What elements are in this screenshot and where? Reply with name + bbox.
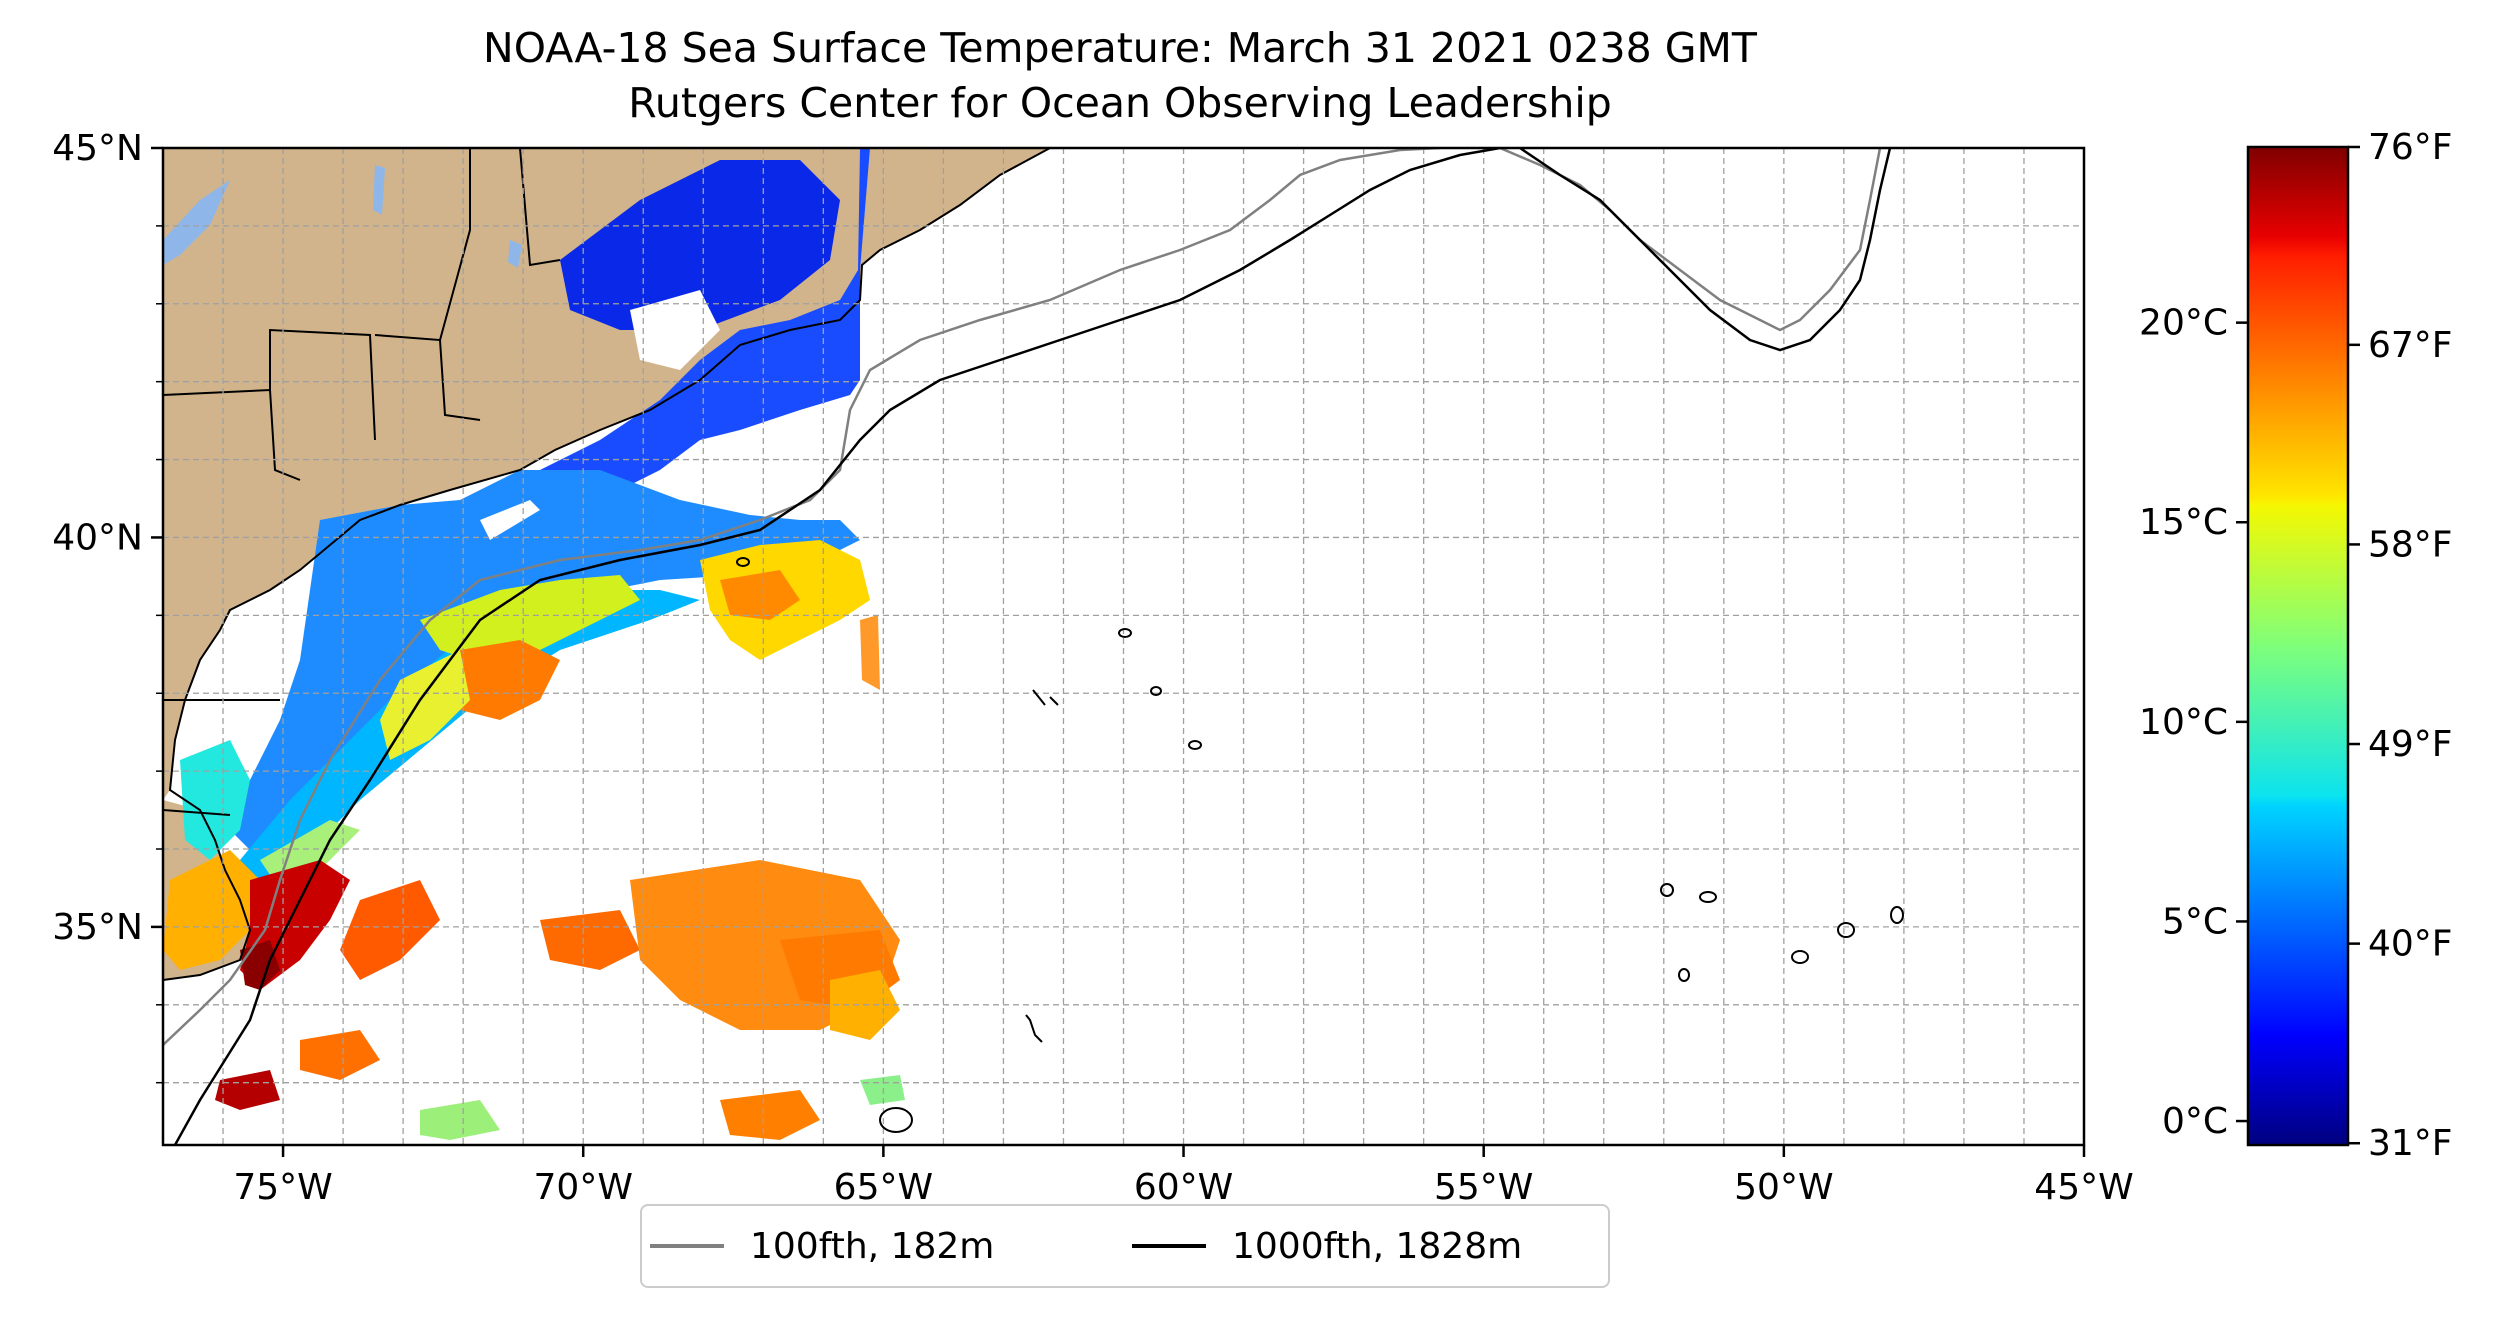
colorbar-fahrenheit-label: 76°F bbox=[2368, 127, 2453, 168]
lon-tick-label: 45°W bbox=[2034, 1167, 2133, 1208]
isobath-1000fth bbox=[173, 148, 1892, 1145]
lon-tick-label: 70°W bbox=[534, 1167, 633, 1208]
colorbar bbox=[2246, 145, 2350, 1147]
legend-item-100fth: 100fth, 182m bbox=[650, 1222, 994, 1270]
lake bbox=[163, 180, 230, 265]
sst-data-layer bbox=[163, 148, 905, 1140]
lake bbox=[373, 165, 385, 215]
legend-swatch-black bbox=[1132, 1244, 1206, 1248]
latitude-axis: 45°N 40°N 35°N bbox=[52, 128, 163, 1084]
legend-item-1000fth: 1000fth, 1828m bbox=[1132, 1222, 1522, 1270]
colorbar-fahrenheit-label: 67°F bbox=[2368, 325, 2453, 366]
legend-swatch-gray bbox=[650, 1244, 724, 1248]
figure-title: NOAA-18 Sea Surface Temperature: March 3… bbox=[483, 24, 1757, 72]
colorbar-celsius-label: 15°C bbox=[2139, 502, 2228, 543]
lake bbox=[508, 240, 522, 268]
legend-label: 100fth, 182m bbox=[750, 1225, 995, 1267]
colorbar-fahrenheit-axis: 31°F 40°F 49°F 58°F 67°F 76°F bbox=[2348, 127, 2453, 1164]
colorbar-celsius-label: 10°C bbox=[2139, 702, 2228, 743]
map-gridlines bbox=[163, 148, 2084, 1145]
lat-tick-label: 35°N bbox=[52, 907, 143, 948]
colorbar-celsius-label: 20°C bbox=[2139, 303, 2228, 344]
colorbar-fahrenheit-label: 58°F bbox=[2368, 524, 2453, 565]
legend: 100fth, 182m 1000fth, 1828m bbox=[640, 1204, 1610, 1288]
legend-label: 1000fth, 1828m bbox=[1232, 1225, 1523, 1267]
map-frame bbox=[161, 146, 2086, 1147]
lon-tick-label: 65°W bbox=[834, 1167, 933, 1208]
colorbar-celsius-label: 0°C bbox=[2162, 1101, 2228, 1142]
colorbar-celsius-label: 5°C bbox=[2162, 901, 2228, 942]
lon-tick-label: 75°W bbox=[233, 1167, 332, 1208]
colorbar-celsius-axis: 0°C 5°C 10°C 15°C 20°C bbox=[2139, 303, 2248, 1142]
colorbar-fahrenheit-label: 40°F bbox=[2368, 924, 2453, 965]
figure-subtitle: Rutgers Center for Ocean Observing Leade… bbox=[628, 79, 1612, 127]
lat-tick-label: 40°N bbox=[52, 517, 143, 558]
lon-tick-label: 55°W bbox=[1434, 1167, 1533, 1208]
colorbar-fahrenheit-label: 31°F bbox=[2368, 1123, 2453, 1164]
lon-tick-label: 60°W bbox=[1134, 1167, 1233, 1208]
lat-tick-label: 45°N bbox=[52, 128, 143, 169]
seamounts bbox=[736, 557, 1904, 1133]
colorbar-fahrenheit-label: 49°F bbox=[2368, 724, 2453, 765]
longitude-axis: 75°W 70°W 65°W 60°W 55°W 50°W 45°W bbox=[233, 1145, 2134, 1208]
lon-tick-label: 50°W bbox=[1734, 1167, 1833, 1208]
coastline bbox=[163, 148, 1051, 981]
state-borders bbox=[163, 148, 561, 816]
